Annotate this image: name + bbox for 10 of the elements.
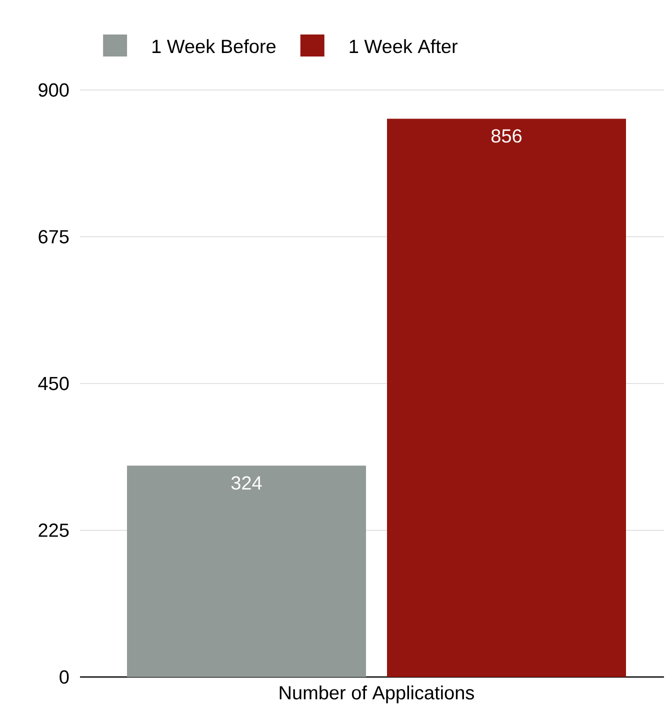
data-label: 856 [492, 129, 522, 143]
y-tick-label: 675 [38, 230, 69, 244]
legend-label: 1 Week After [350, 39, 458, 54]
x-tick-label: Number of Applications [280, 686, 474, 704]
data-label: 324 [232, 476, 262, 490]
y-tick-label: 225 [38, 524, 69, 537]
legend-label: 1 Week Before [152, 39, 276, 54]
y-tick-label: 450 [38, 376, 69, 390]
y-tick-label: 0 [60, 670, 69, 684]
y-tick-label: 900 [38, 83, 69, 97]
